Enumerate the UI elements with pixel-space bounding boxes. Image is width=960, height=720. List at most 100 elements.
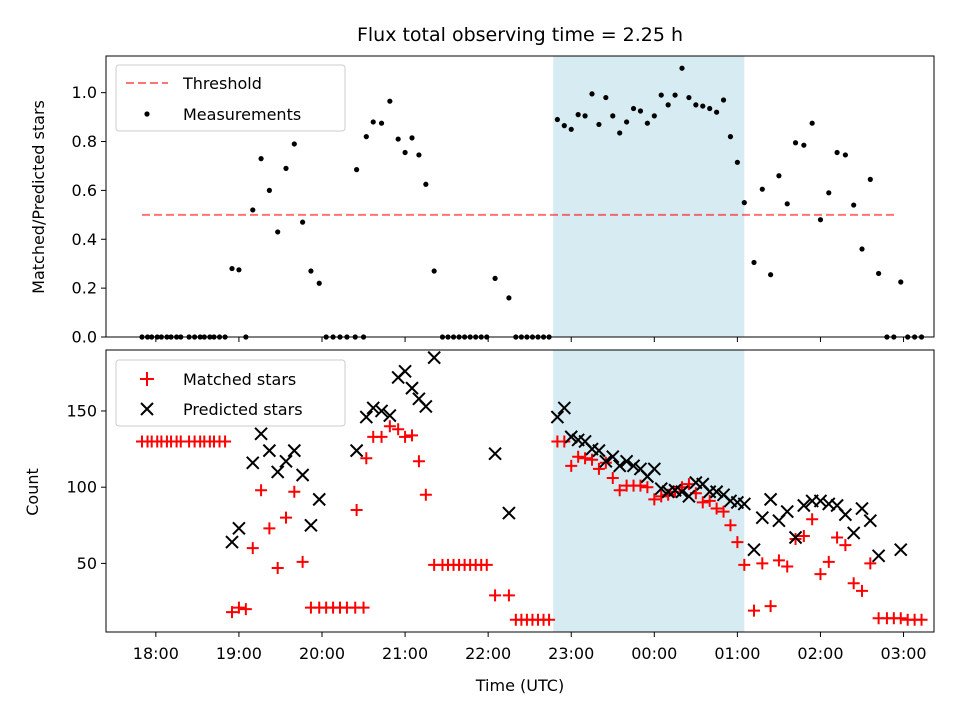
matched-star-point — [856, 584, 868, 597]
legend-measurements-label: Measurements — [183, 105, 301, 124]
measurement-point — [589, 91, 595, 97]
measurement-point — [610, 113, 616, 119]
predicted-star-point — [647, 462, 662, 476]
matched-star-point — [710, 502, 723, 515]
measurement-point — [308, 268, 314, 274]
measurement-point — [851, 202, 857, 208]
predicted-star-point — [304, 518, 318, 533]
y-tick-label-top: 0.6 — [72, 181, 97, 200]
predicted-star-point — [612, 459, 627, 473]
matched-star-point — [915, 613, 928, 626]
y-tick-label-top: 0.8 — [72, 132, 97, 151]
measurement-point — [291, 141, 297, 147]
y-axis-label-bottom: Count — [23, 468, 42, 516]
measurement-point — [402, 149, 408, 156]
legend-matched-swatch — [140, 372, 154, 386]
matched-star-point — [634, 479, 647, 492]
predicted-star-point — [488, 446, 502, 461]
predicted-star-point — [374, 404, 389, 418]
predicted-star-point — [254, 427, 268, 441]
measurement-point — [876, 270, 882, 277]
measurement-point — [665, 102, 671, 108]
x-tick-label: 00:00 — [631, 644, 677, 663]
measurement-point — [354, 167, 360, 173]
measurement-point — [275, 229, 281, 235]
measurement-point — [603, 94, 609, 101]
predicted-star-point — [383, 408, 397, 423]
predicted-star-point — [654, 482, 668, 496]
matched-star-point — [717, 505, 730, 518]
matched-star-point — [280, 511, 292, 524]
measurement-point — [363, 134, 369, 140]
x-ticks-top — [155, 337, 905, 342]
matched-star-point — [357, 601, 370, 614]
matched-star-point — [572, 450, 585, 463]
matched-star-point — [655, 490, 668, 503]
axes-frame-top — [105, 55, 935, 338]
measurement-point — [644, 120, 650, 126]
predicted-star-point — [606, 449, 620, 464]
predicted-star-point — [626, 459, 641, 473]
highlight-span-bottom — [553, 350, 745, 632]
predicted-star-point — [359, 410, 374, 424]
predicted-star-point — [737, 497, 752, 511]
measurement-point — [842, 152, 848, 158]
matched-star-point — [296, 555, 309, 568]
predicted-star-point — [225, 535, 239, 549]
panel-ratio: 0.0 0.2 0.4 0.6 0.8 1.0 Matched/Predicted sta… — [29, 55, 935, 347]
measurement-point — [300, 219, 306, 225]
marks-top — [139, 65, 925, 340]
measurement-point — [859, 246, 865, 252]
y-tick-label-top: 1.0 — [72, 83, 97, 102]
matched-star-point — [579, 452, 592, 465]
matched-star-point — [731, 536, 744, 549]
y-tick-label-top: 0.4 — [72, 230, 97, 249]
measurement-point — [250, 207, 256, 213]
predicted-star-point — [755, 510, 770, 525]
matched-star-point — [822, 555, 835, 568]
matched-star-point — [789, 533, 802, 546]
measurement-point — [378, 120, 385, 126]
matched-star-point — [864, 557, 877, 570]
matched-star-point — [724, 519, 737, 532]
measurement-point — [784, 201, 790, 207]
measurement-point — [792, 140, 799, 146]
legend-predicted-label: Predicted stars — [183, 400, 303, 419]
x-tick-label: 03:00 — [880, 644, 926, 663]
matched-star-point — [392, 423, 405, 436]
matched-star-point — [648, 493, 661, 506]
measurement-point — [316, 280, 322, 286]
y-tick-label-top: 0.2 — [72, 279, 97, 298]
predicted-star-point — [246, 456, 260, 470]
x-tick-label: 01:00 — [714, 644, 760, 663]
chart-title: Flux total observing time = 2.25 h — [357, 24, 683, 46]
predicted-star-point — [763, 492, 778, 507]
matched-star-point — [419, 488, 432, 501]
legend-matched-label: Matched stars — [183, 370, 296, 389]
matched-star-point — [375, 430, 388, 443]
matched-star-point — [219, 435, 232, 448]
measurement-point — [768, 272, 774, 278]
matched-star-point — [756, 557, 769, 570]
measurement-point — [283, 165, 289, 171]
matched-star-point — [847, 577, 860, 590]
measurement-point — [658, 92, 664, 98]
measurement-point — [727, 134, 734, 140]
matched-star-point — [406, 429, 418, 442]
matched-star-point — [814, 568, 827, 581]
matched-star-point — [831, 531, 844, 544]
predicted-star-point — [846, 526, 861, 540]
matched-star-point — [586, 453, 598, 466]
measurement-point — [416, 152, 422, 158]
predicted-star-point — [894, 542, 908, 557]
measurement-point — [575, 112, 581, 118]
predicted-star-point — [262, 443, 277, 458]
measurement-point — [561, 123, 567, 129]
measurement-point — [582, 113, 588, 119]
x-axis-label: Time (UTC) — [475, 676, 564, 695]
marks-bottom — [136, 350, 928, 626]
matched-star-point — [232, 601, 245, 614]
measurement-point — [679, 65, 685, 71]
matched-star-point — [764, 600, 777, 613]
